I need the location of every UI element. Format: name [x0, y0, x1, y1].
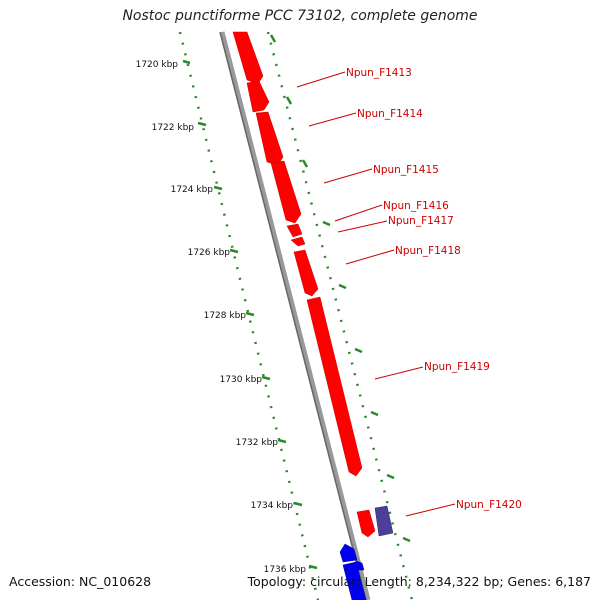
gene-Npun_F1418[interactable] [293, 249, 319, 297]
scale-label: 1722 kbp [152, 123, 195, 133]
track-tick [370, 410, 379, 417]
leader-line [323, 168, 373, 184]
leader-line [296, 71, 346, 88]
map-title: Nostoc punctiforme PCC 73102, complete g… [122, 8, 478, 24]
scale-label: 1720 kbp [136, 60, 179, 70]
gene-label[interactable]: Npun_F1413 [346, 67, 412, 79]
track-tick [386, 473, 395, 480]
scale-tick [308, 564, 318, 570]
gene-Npun_F1414[interactable] [246, 80, 270, 113]
gene-blue-1[interactable] [339, 543, 358, 563]
leader-line [308, 112, 357, 127]
gene-label[interactable]: Npun_F1417 [388, 215, 454, 227]
scale-tick [293, 501, 303, 507]
scale-tick [245, 311, 255, 317]
scale-ticks [182, 59, 318, 570]
gene-blue-3[interactable] [355, 560, 365, 571]
gene-track-ticks [269, 34, 411, 543]
leader-line [405, 503, 456, 517]
genome-summary: Topology: circular; Length: 8,234,322 bp… [247, 574, 591, 589]
gene-Npun_F1415[interactable] [255, 111, 284, 166]
gene-Npun_F1420-red[interactable] [356, 509, 376, 538]
scale-label: 1724 kbp [171, 185, 214, 195]
scale-label: 1728 kbp [204, 311, 247, 321]
track-tick [354, 347, 363, 354]
track-tick [301, 159, 309, 168]
gene-label[interactable]: Npun_F1420 [456, 499, 522, 511]
scale-label: 1736 kbp [264, 565, 307, 575]
track-tick [338, 283, 347, 290]
scale-tick [197, 121, 207, 127]
gene-label[interactable]: Npun_F1416 [383, 200, 449, 212]
track-tick [269, 34, 277, 43]
track-tick [285, 96, 293, 105]
genome-backbone-shade [219, 31, 367, 600]
gene-Npun_F1417b[interactable] [290, 236, 306, 247]
genome-backbone [219, 31, 371, 600]
leader-line [337, 220, 388, 233]
gene-label[interactable]: Npun_F1415 [373, 164, 439, 176]
accession-label: Accession: NC_010628 [9, 574, 152, 589]
gene-label[interactable]: Npun_F1419 [424, 361, 490, 373]
gene-Npun_F1419[interactable] [306, 296, 363, 477]
scale-label: 1734 kbp [251, 501, 294, 511]
leader-line [334, 204, 383, 222]
scale-tick [182, 59, 191, 65]
gene-Npun_F1413[interactable] [232, 31, 264, 85]
track-tick [402, 536, 411, 543]
scale-label: 1732 kbp [236, 438, 279, 448]
scale-tick [277, 438, 287, 444]
scale-tick [229, 248, 239, 254]
gene-Npun_F1420[interactable] [374, 505, 394, 537]
leader-line [374, 366, 424, 380]
gene-label[interactable]: Npun_F1418 [395, 245, 461, 257]
scale-label: 1726 kbp [188, 248, 231, 258]
scale-tick [213, 185, 223, 191]
track-tick [322, 220, 331, 227]
gene-features [232, 31, 394, 600]
scale-tick [261, 375, 271, 381]
leader-line [345, 249, 395, 265]
gene-label[interactable]: Npun_F1414 [357, 108, 423, 120]
gene-blue-2[interactable] [342, 561, 367, 600]
gene-Npun_F1417[interactable] [286, 223, 303, 238]
gene-Npun_F1416[interactable] [270, 160, 302, 224]
scale-label: 1730 kbp [220, 375, 263, 385]
